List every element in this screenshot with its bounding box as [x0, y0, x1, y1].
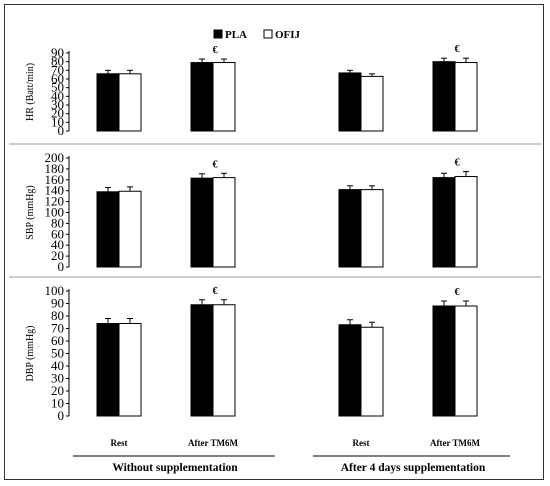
- y-tick-label: 80: [51, 215, 64, 230]
- bar-ofij: [212, 304, 236, 417]
- y-tick-label: 20: [51, 383, 64, 398]
- y-tick-label: 0: [58, 408, 65, 423]
- x-category-label: After TM6M: [188, 438, 238, 448]
- legend-label-ofij: OFIJ: [275, 29, 301, 41]
- bar-pla: [338, 324, 362, 417]
- y-tick-label: 10: [51, 114, 64, 129]
- bar-pla: [96, 73, 120, 132]
- significance-marker: €: [455, 158, 460, 169]
- y-tick-label: 50: [51, 346, 64, 361]
- group-label-without: Without supplementation: [112, 462, 238, 474]
- bar-ofij: [454, 176, 478, 268]
- y-tick-label: 80: [51, 308, 64, 323]
- bar-pla: [432, 305, 456, 417]
- bar-pla: [432, 61, 456, 132]
- y-tick-label: 30: [51, 97, 64, 112]
- y-tick-label: 30: [51, 371, 64, 386]
- bar-ofij: [360, 326, 384, 417]
- significance-marker: €: [455, 44, 460, 55]
- legend: PLA OFIJ: [213, 29, 301, 41]
- y-tick-label: 70: [51, 321, 64, 336]
- y-tick-label: 70: [51, 62, 64, 77]
- figure-frame: PLA OFIJ 0 10 20 30 40 50 60 70 80 90 HR (Batt/min…: [4, 4, 544, 480]
- bar-ofij: [360, 189, 384, 268]
- y-tick-label: 40: [51, 237, 64, 252]
- legend-label-pla: PLA: [225, 29, 247, 41]
- bar-pla: [338, 72, 362, 132]
- y-tick-label: 20: [51, 248, 64, 263]
- group-label-after4days: After 4 days supplementation: [341, 462, 486, 474]
- bar-ofij: [118, 323, 142, 417]
- bar-pla: [190, 304, 214, 417]
- y-tick-label: 20: [51, 106, 64, 121]
- bar-ofij: [454, 305, 478, 417]
- y-tick-label: 10: [51, 396, 64, 411]
- y-tick-label: 40: [51, 358, 64, 373]
- x-category-label: Rest: [111, 438, 128, 448]
- hr-axis-label: HR (Batt/min): [25, 63, 36, 121]
- bar-ofij: [212, 62, 236, 132]
- y-tick-label: 160: [45, 172, 65, 187]
- x-category-label: Rest: [353, 438, 370, 448]
- sbp-axis-label: SBP (mmHg): [25, 185, 36, 239]
- significance-marker: €: [213, 159, 218, 170]
- bar-ofij: [454, 62, 478, 132]
- y-tick-label: 0: [58, 123, 65, 138]
- bar-pla: [96, 323, 120, 417]
- y-tick-label: 90: [51, 45, 64, 60]
- bar-pla: [96, 191, 120, 268]
- y-tick-label: 0: [58, 259, 65, 274]
- y-tick-label: 50: [51, 80, 64, 95]
- y-tick-label: 100: [45, 283, 65, 298]
- bar-pla: [190, 62, 214, 132]
- dbp-axis-label: DBP (mmHg): [25, 325, 36, 381]
- legend-swatch-ofij: [263, 29, 273, 39]
- y-tick-label: 60: [51, 226, 64, 241]
- y-tick-label: 180: [45, 161, 65, 176]
- bar-ofij: [118, 190, 142, 268]
- significance-marker: €: [455, 287, 460, 298]
- bar-ofij: [212, 177, 236, 268]
- y-tick-label: 100: [45, 205, 65, 220]
- y-tick-label: 200: [45, 150, 65, 165]
- legend-swatch-pla: [213, 29, 223, 39]
- bar-pla: [432, 177, 456, 268]
- y-tick-label: 80: [51, 54, 64, 69]
- bar-ofij: [118, 73, 142, 132]
- y-tick-label: 40: [51, 88, 64, 103]
- y-tick-label: 60: [51, 71, 64, 86]
- y-tick-label: 90: [51, 296, 64, 311]
- y-tick-label: 140: [45, 183, 65, 198]
- y-tick-label: 60: [51, 333, 64, 348]
- bar-pla: [338, 189, 362, 268]
- x-category-label: After TM6M: [430, 438, 480, 448]
- bar-pla: [190, 177, 214, 268]
- significance-marker: €: [213, 45, 218, 56]
- significance-marker: €: [213, 286, 218, 297]
- y-tick-label: 120: [45, 194, 65, 209]
- bar-ofij: [360, 75, 384, 132]
